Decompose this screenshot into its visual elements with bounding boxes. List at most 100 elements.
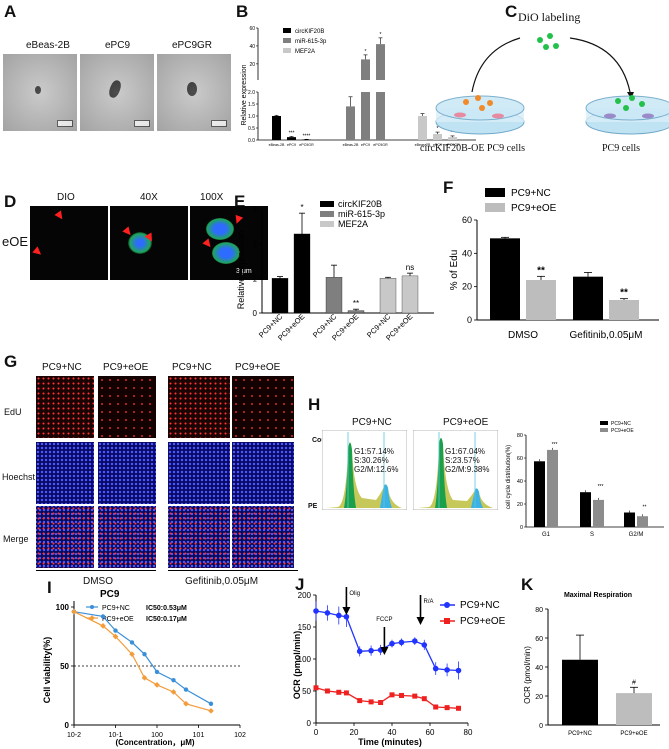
legend-label-nc-i: PC9+NC [102,605,130,612]
legend-label-mef2a-e: MEF2A [338,219,368,229]
panel-h-category-label: S [590,532,594,538]
panel-j-point [421,696,427,702]
panel-b-bar [433,134,442,140]
panel-e-bar [401,275,419,314]
legend-swatch-eoe-h [600,428,608,432]
hist-nc-title: PC9+NC [352,417,392,428]
panel-k-significance: # [632,679,636,686]
panel-f-chart: PC9+NC PC9+eOE % of Edu 0 20 40 60 ** DMSO **… [449,188,659,341]
edu-image-r2-c0 [36,506,94,568]
panel-i-point [208,708,214,714]
panel-j-ytick-label: 200 [298,591,312,600]
hist-eoe-g1: G1:67.04% [445,447,486,456]
panel-b-bar [361,59,370,80]
panel-d: DIO 40X 100X eOE 3 μm [0,190,268,290]
panel-b-ylabel: Relative expression [241,64,248,125]
edu-image-r0-c1 [98,376,156,438]
histogram-nc [322,430,407,510]
panel-i-legend: PC9+NC IC50:0.53μM PC9+eOE IC50:0.17μM [86,605,187,623]
panel-i-ylabel: Cell viability(%) [42,637,52,704]
hist-pe-label: PE [308,503,318,510]
panel-j-point [399,692,404,698]
panel-k-category-label: PC9+NC [568,731,593,737]
panel-b-significance: * [380,32,382,38]
edu-image-r1-c1 [98,442,156,504]
panel-d-col-40x: 40X [140,192,158,203]
panel-e-bar [347,310,365,314]
panel-e-bar [379,278,397,314]
panel-j-legend: PC9+NC PC9+eOE [440,600,506,627]
edu-image-r1-c3 [232,442,294,504]
panel-h-significance: ** [643,505,647,511]
panel-j-xtick-label: 80 [464,728,473,737]
panel-b-bar [448,137,457,140]
ic50-nc: IC50:0.53μM [146,605,187,612]
legend-swatch-mir615-e [320,211,334,217]
panel-label-d: D [4,192,17,211]
panel-b-bar [346,106,355,140]
histogram-eoe [413,430,498,510]
panel-k-ytick-label: 0 [539,723,543,730]
panel-g-col-0: PC9+NC [42,362,82,373]
panel-label-e: E [234,192,246,211]
panel-b-bar [287,137,296,140]
edu-image-r2-c1 [98,506,156,568]
panel-i-title: PC9 [100,589,120,600]
legend-label-mef2a: MEF2A [295,49,315,55]
fluor-dio [30,206,108,280]
panel-j-point [357,698,363,704]
panel-h-category-label: G1 [542,532,551,538]
panel-j-point [398,639,405,646]
panel-j-ytick-label: 50 [302,687,311,696]
panel-f-category-label: Gefitinib,0.05μM [569,330,642,341]
edu-image-r0-c2 [168,376,230,438]
hist-nc-g1: G1:57.14% [354,447,395,456]
hist-nc-g2m: G2/M:12.6% [354,465,399,474]
panel-j-point [324,688,330,694]
panel-b-legend: circKIF20B miR-615-3p MEF2A [283,28,327,55]
panel-f-bar [526,280,556,320]
panel-h-bar-chart: PC9+NC PC9+eOE cell cycle distribution(%… [506,421,664,538]
panel-b-bar [361,92,370,140]
panel-i-point [208,701,214,706]
panel-j-point [343,613,350,620]
panel-h-bar [534,461,545,527]
panel-b-chart: circKIF20B miR-615-3p MEF2A Relative exp… [241,26,476,147]
panel-j-injection-label: R/A [424,599,434,605]
panel-j-xtick-label: 40 [388,728,397,737]
panel-j-chart: PC9+NC PC9+eOE OCR (pmol/min) Time (minu… [292,587,506,747]
panel-g-row-hoechst: Hoechst [2,472,36,482]
panel-i-point [112,633,119,640]
hist-eoe-title: PC9+eOE [443,417,489,428]
panel-b-ytick-label: 1.5 [248,102,255,108]
panel-i-curve-1 [73,611,212,712]
panel-f-bar [609,300,639,320]
panel-k-ylabel: OCR (pmol/min) [523,646,532,704]
legend-swatch-mef2a [283,48,291,53]
panel-e-ytick-label: 2 [253,240,258,249]
edu-image-r0-c0 [36,376,94,438]
panel-j-xlabel: Time (minutes) [358,737,422,747]
panel-j-point [444,705,450,711]
panel-j-ytick-label: 100 [298,655,312,664]
panel-b-bar [376,92,385,140]
panel-j-injection-label: FCCP [376,617,392,623]
micrograph-ebeas [3,54,77,131]
panel-b-category-label: ePC9 [361,143,370,147]
panel-e-bar [271,278,289,314]
panel-g-row-merge: Merge [3,534,29,544]
panel-b-category-label: ePC9 [433,143,442,147]
panel-h-bar [593,499,604,527]
panel-g-row-edu: EdU [4,407,22,417]
legend-label-mir615-e: miR-615-3p [338,209,385,219]
panel-j-point [336,612,342,619]
panel-f-ylabel: % of Edu [449,250,460,291]
legend-label-eoe-i: PC9+eOE [102,616,134,623]
panel-b-category-label: eBeas-2B [415,143,431,147]
micrograph-epc9gr [157,54,231,131]
panel-j-point [336,689,342,695]
panel-b-category-label: ePC9GR [445,143,460,147]
legend-swatch-nc-f [485,188,505,197]
panel-i-xtick-label: 10-1 [108,732,122,739]
scale-bar-text: 3 μm [236,268,252,275]
